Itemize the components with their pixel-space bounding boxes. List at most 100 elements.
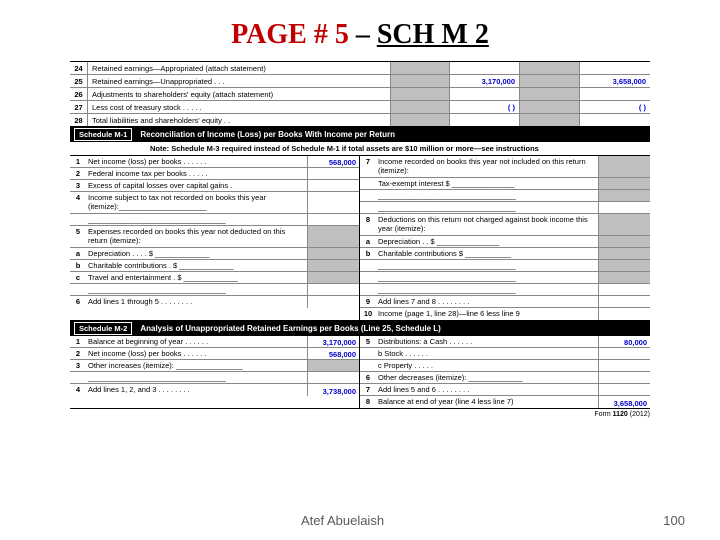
schedule-row: 2Net income (loss) per books . . . . . .… [70,348,359,360]
author-name: Atef Abuelaish [0,513,685,528]
grey-cell [520,101,580,113]
line-label: Charitable contributions . $ ___________… [86,260,307,271]
line-label: Depreciation . . . . $ _____________ [86,248,307,259]
value-cell [307,168,359,179]
grey-cell [307,226,359,247]
value-cell: 80,000 [598,336,650,347]
value-cell: 3,170,000 [450,75,520,87]
schedule-row: bCharitable contributions . $ __________… [70,260,359,272]
value-cell [598,202,650,213]
schedule-row: cTravel and entertainment . $ __________… [70,272,359,284]
schedule-row: _________________________________ [360,260,650,272]
schedule-m1-body: 1Net income (loss) per books . . . . . .… [70,156,650,321]
schedule-row: b Stock . . . . . . [360,348,650,360]
schedule-row: c Property . . . . . [360,360,650,372]
schedule-row: 8Balance at end of year (line 4 less lin… [360,396,650,408]
title-part-1: PAGE # 5 [231,19,349,50]
schedule-row: aDepreciation . . $ _______________ [360,236,650,248]
schedule-row: 7Income recorded on books this year not … [360,156,650,178]
title-dash: – [349,19,377,50]
value-cell [598,360,650,371]
schedule-row: 2Federal income tax per books . . . . . [70,168,359,180]
schedule-row: 3Other increases (itemize): ____________… [70,360,359,372]
line-label: Other decreases (itemize): _____________ [376,372,598,383]
line-label: Federal income tax per books . . . . . [86,168,307,179]
line-label: Net income (loss) per books . . . . . . [86,156,307,167]
schedule-row: _________________________________ [360,284,650,296]
grey-cell [390,114,450,126]
line-label: Income (page 1, line 28)—line 6 less lin… [376,308,598,319]
line-number: 3 [70,180,86,190]
value-cell: 568,000 [307,348,359,359]
grey-cell [598,214,650,235]
line-label: Other increases (itemize): _____________… [86,360,307,371]
schedule-row: 6Other decreases (itemize): ____________… [360,372,650,384]
slide-footer: Atef Abuelaish 100 [0,513,720,528]
grey-cell [307,260,359,271]
schedule-row: Tax-exempt interest $ _______________ [360,178,650,190]
schedule-row: 4Income subject to tax not recorded on b… [70,192,359,214]
grey-cell [598,156,650,177]
form-footer: Form 1120 (2012) [70,409,650,420]
line-label: Depreciation . . $ _______________ [376,236,598,247]
value-cell [450,88,520,100]
value-cell [307,372,359,383]
grey-cell [598,248,650,259]
line-label: Adjustments to shareholders' equity (att… [88,90,390,99]
grey-cell [598,190,650,201]
schedule-row: aDepreciation . . . . $ _____________ [70,248,359,260]
line-label: Expenses recorded on books this year not… [86,226,307,246]
value-cell: ( ) [450,101,520,113]
schedule-row: 5Expenses recorded on books this year no… [70,226,359,248]
line-number: 7 [360,384,376,394]
schedule-m1-note: Note: Schedule M-3 required instead of S… [70,142,650,156]
schedule-row: 3Excess of capital losses over capital g… [70,180,359,192]
schedule-row: 8Deductions on this return not charged a… [360,214,650,236]
value-cell [598,284,650,295]
grey-cell [390,62,450,74]
line-label: c Property . . . . . [376,360,598,371]
schedule-row: 4Add lines 1, 2, and 3 . . . . . . . .3,… [70,384,359,396]
line-label: Excess of capital losses over capital ga… [86,180,307,191]
value-cell: 568,000 [307,156,359,167]
line-label: Add lines 1 through 5 . . . . . . . . [86,296,307,307]
line-number [360,348,376,349]
line-label: Retained earnings—Unappropriated . . . [88,77,390,86]
line-label: Net income (loss) per books . . . . . . [86,348,307,359]
line-label: Tax-exempt interest $ _______________ [376,178,598,189]
line-label: Income subject to tax not recorded on bo… [86,192,307,212]
grey-cell [520,88,580,100]
schedule-row: _________________________________ [360,202,650,214]
blank-line: _________________________________ [376,272,598,283]
schedule-m2-body: 1Balance at beginning of year . . . . . … [70,336,650,409]
value-cell [598,308,650,320]
schedule-row: 1Net income (loss) per books . . . . . .… [70,156,359,168]
value-cell [450,114,520,126]
line-number: 2 [70,168,86,178]
grey-cell [390,101,450,113]
grey-cell [307,272,359,283]
schedule-l-row: 27Less cost of treasury stock . . . . .(… [70,101,650,114]
grey-cell [307,360,359,371]
schedule-row: 6Add lines 1 through 5 . . . . . . . . [70,296,359,308]
value-cell: 3,658,000 [580,75,650,87]
value-cell: 3,738,000 [307,384,359,396]
blank-line: _________________________________ [86,372,307,383]
schedule-row: 10Income (page 1, line 28)—line 6 less l… [360,308,650,320]
grey-cell [390,88,450,100]
schedule-l-row: 24Retained earnings—Appropriated (attach… [70,62,650,75]
value-cell [580,88,650,100]
blank-line: _________________________________ [86,284,307,295]
line-number: b [360,248,376,258]
blank-line: _________________________________ [376,190,598,201]
line-number: b [70,260,86,270]
line-label: Income recorded on books this year not i… [376,156,598,176]
line-number: 7 [360,156,376,166]
line-label: Less cost of treasury stock . . . . . [88,103,390,112]
schedule-m2-title: Analysis of Unappropriated Retained Earn… [136,324,441,333]
value-cell: ( ) [580,101,650,113]
line-label: Charitable contributions $ ___________ [376,248,598,259]
line-number: 28 [70,114,88,126]
blank-line: _________________________________ [376,260,598,271]
line-label: Travel and entertainment . $ ___________… [86,272,307,283]
